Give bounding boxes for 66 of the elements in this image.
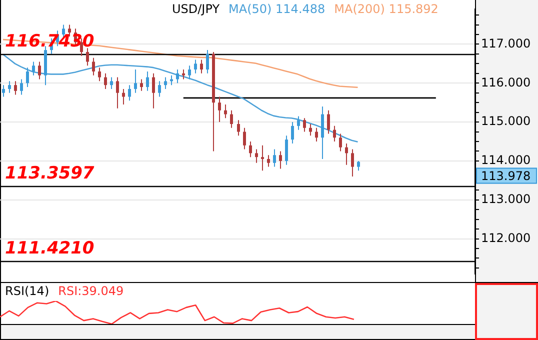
y-tick-label: 112.000 — [481, 230, 531, 245]
candlestick — [158, 80, 161, 98]
candlestick — [98, 67, 101, 82]
text: 113.978 — [481, 168, 531, 183]
candlestick — [2, 84, 5, 98]
text: MA(50) 114.488 — [228, 2, 326, 16]
chart-title: RSI(14) — [5, 284, 50, 298]
candlestick — [237, 120, 240, 136]
candlestick — [188, 65, 191, 80]
candlestick — [279, 150, 282, 170]
candlestick — [333, 125, 336, 142]
ref-line-label: 113.3597 — [5, 163, 94, 184]
candlestick — [128, 84, 131, 102]
candlestick — [243, 127, 246, 150]
candlestick — [297, 116, 300, 130]
candlestick — [285, 135, 288, 166]
candlestick — [230, 110, 233, 128]
text: MA(200) 115.892 — [334, 2, 438, 16]
text: RSI:39.049 — [58, 284, 124, 298]
candlestick — [152, 72, 155, 109]
candlestick — [26, 67, 29, 88]
chart-title: USD/JPY — [172, 2, 220, 16]
candlestick — [218, 96, 221, 123]
candlestick — [104, 72, 107, 90]
candlestick — [110, 76, 113, 90]
candlestick — [32, 61, 35, 76]
y-tick-label: 115.000 — [481, 114, 531, 128]
y-tick-label: 116.000 — [481, 75, 531, 90]
candlestick — [345, 142, 348, 166]
candlestick — [291, 122, 294, 144]
candlestick — [206, 50, 209, 74]
candlestick — [38, 61, 41, 80]
candlestick — [140, 78, 143, 92]
candlestick — [261, 144, 264, 172]
candlestick — [146, 70, 149, 92]
candlestick — [267, 154, 270, 168]
candlestick — [122, 88, 125, 106]
candlestick — [164, 76, 167, 90]
candlestick — [92, 57, 95, 76]
candlestick — [255, 148, 258, 164]
candlestick — [14, 80, 17, 96]
candlestick — [134, 69, 137, 94]
candlestick — [116, 76, 119, 109]
candlestick — [309, 123, 312, 136]
candlestick — [315, 127, 318, 142]
ref-line-label: 111.4210 — [5, 238, 94, 258]
candlestick — [357, 160, 360, 172]
candlestick — [249, 141, 252, 158]
candlestick — [351, 148, 354, 178]
candlestick — [273, 148, 276, 168]
candlestick — [339, 133, 342, 152]
y-tick-label: 114.000 — [481, 153, 531, 168]
candlestick — [303, 118, 306, 132]
y-tick-label: 117.000 — [481, 36, 531, 50]
candlestick — [170, 74, 173, 86]
candlestick — [182, 69, 185, 80]
candlestick — [20, 78, 23, 96]
candlestick — [200, 59, 203, 74]
candlestick — [8, 80, 11, 94]
candlestick — [327, 110, 330, 134]
y-tick-label: 113.000 — [481, 192, 531, 206]
candlestick — [86, 48, 89, 66]
candlestick — [176, 69, 179, 84]
candlestick — [224, 104, 227, 119]
candlestick — [321, 106, 324, 160]
candlestick — [194, 59, 197, 74]
